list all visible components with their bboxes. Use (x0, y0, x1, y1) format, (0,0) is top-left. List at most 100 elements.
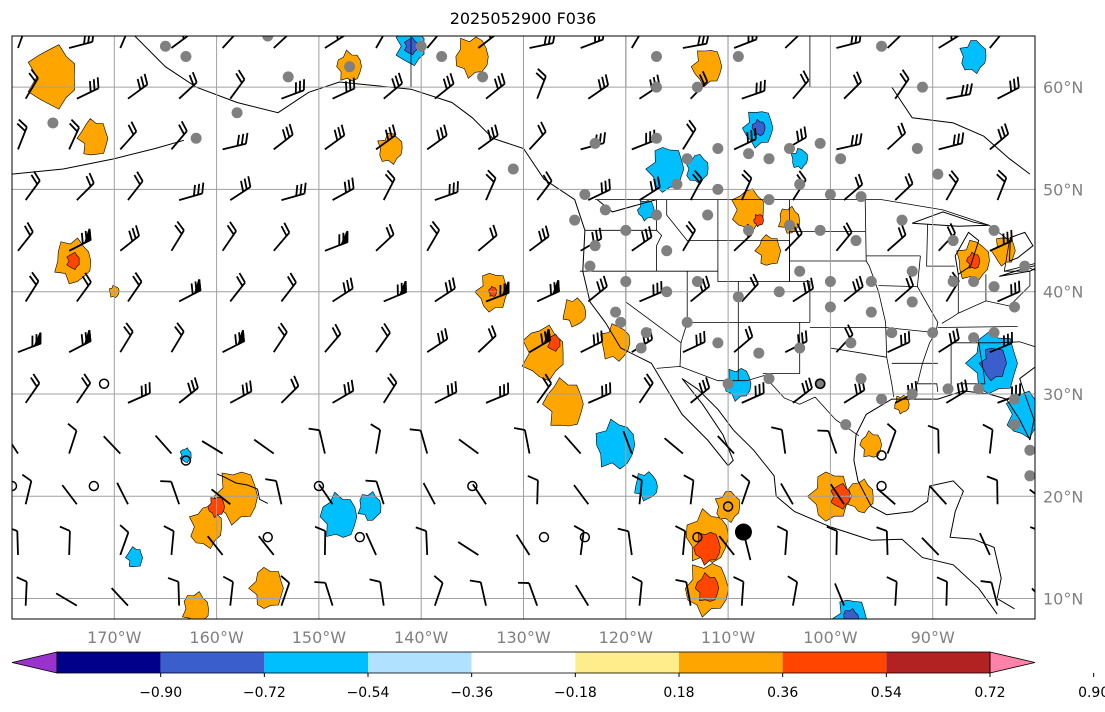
wind-barb-flag (352, 77, 356, 89)
latitude-labels: 60°N 50°N 40°N 30°N 20°N 10°N (1043, 78, 1083, 608)
wind-barb-flag (1000, 20, 1005, 30)
wind-barb (434, 277, 456, 303)
station-marker (650, 50, 662, 62)
station-marker (610, 306, 622, 318)
station-marker (584, 260, 596, 272)
wind-barb-flag (1012, 78, 1016, 90)
colorbar-segment (886, 652, 990, 673)
wind-barb (1040, 424, 1048, 454)
wind-barb-flag (226, 224, 235, 236)
wind-barb (946, 83, 973, 100)
wind-barb-flag (901, 69, 910, 80)
calm-wind-circle (876, 480, 887, 492)
wind-barb-flag (675, 579, 687, 583)
wind-barb (631, 226, 653, 252)
wind-barb (12, 442, 19, 455)
wind-barb-staff (921, 537, 940, 556)
wind-barb-flag (350, 379, 355, 391)
wind-barb (127, 73, 149, 100)
wind-barb-flag (537, 68, 547, 77)
colorbar-frame (56, 651, 991, 674)
wind-barb (1029, 488, 1035, 495)
wind-barb-flag (448, 279, 453, 291)
wind-barb-flag (596, 281, 602, 293)
station-marker (282, 71, 294, 83)
wind-barb-staff (479, 582, 487, 606)
wind-barb-staff (627, 531, 633, 556)
wind-barb-flag (384, 129, 390, 141)
wind-barb-flag (1058, 29, 1059, 40)
wind-barb (426, 36, 439, 49)
wind-barb-pennant (83, 329, 92, 346)
negative-anomaly-region (790, 148, 808, 170)
wind-barb-flag (844, 327, 851, 339)
wind-barb-flag (549, 283, 552, 296)
wind-barb (792, 377, 813, 404)
wind-barb-flag (344, 81, 348, 93)
wind-barb (119, 225, 140, 252)
wind-barb (682, 119, 697, 150)
wind-barb-flag (490, 325, 497, 337)
wind-barb (741, 273, 759, 303)
wind-barb-staff (253, 438, 275, 455)
wind-barb-pennant (340, 230, 349, 246)
station-marker (835, 153, 847, 165)
wind-barb (17, 222, 34, 252)
wind-barb (68, 228, 92, 252)
wind-barb-flag (493, 78, 499, 90)
wind-barb-flag (249, 380, 253, 392)
wind-barb-flag (683, 474, 694, 482)
wind-barb (324, 124, 346, 151)
wind-barb-flag (238, 272, 246, 284)
wind-barb-staff (457, 541, 479, 556)
wind-barb (1041, 327, 1060, 352)
wind-barb-staff (1041, 338, 1060, 352)
wind-barb (207, 535, 224, 556)
station-marker (968, 332, 980, 344)
wind-barb-flag (444, 282, 449, 294)
wind-barb-flag (85, 175, 92, 187)
station-marker (988, 327, 1000, 339)
wind-barb-flag (810, 277, 815, 289)
wind-barb (689, 169, 703, 201)
wind-barb-flag (699, 332, 702, 344)
wind-barb-flag (854, 134, 859, 146)
wind-barb-flag (847, 324, 854, 335)
wind-barb-staff (207, 535, 224, 556)
wind-barb (160, 480, 180, 505)
wind-barb (536, 373, 552, 404)
wind-barb-staff (375, 36, 384, 49)
wind-barb-flag (369, 578, 381, 583)
wind-barb-flag (450, 383, 454, 395)
wind-barb (894, 69, 910, 100)
colorbar-tick-label: −0.18 (554, 685, 597, 701)
wind-barb (178, 279, 202, 303)
wind-barb (528, 225, 550, 252)
wind-barb-flag (167, 577, 179, 583)
colorbar-segment (57, 652, 161, 673)
wind-barb-flag (444, 328, 449, 340)
wind-barb-flag (92, 79, 96, 91)
wind-barb-flag (858, 36, 862, 43)
wind-barb (434, 72, 455, 100)
station-marker (932, 168, 944, 180)
wind-barb (631, 474, 643, 505)
wind-barb (733, 128, 757, 151)
wind-barb-flag (544, 225, 550, 237)
wind-barb-flag (648, 226, 653, 238)
negative-anomaly-region (124, 546, 143, 568)
wind-barb-flag (513, 427, 526, 431)
wind-barb (887, 331, 911, 353)
wind-barb-flag (30, 68, 39, 79)
longitude-label: 120°W (599, 628, 654, 647)
wind-barb (55, 592, 78, 607)
longitude-labels: 170°W 160°W 150°W 140°W 130°W 120°W 110°W 100°W… (87, 628, 955, 647)
wind-barb-flag (83, 36, 86, 45)
station-marker (783, 219, 795, 231)
wind-barb (170, 322, 185, 353)
wind-barb-flag (1054, 330, 1057, 341)
positive-anomaly-region (76, 118, 109, 156)
station-marker (262, 36, 274, 42)
negative-anomaly-region (831, 599, 867, 619)
wind-barb-flag (235, 73, 243, 84)
